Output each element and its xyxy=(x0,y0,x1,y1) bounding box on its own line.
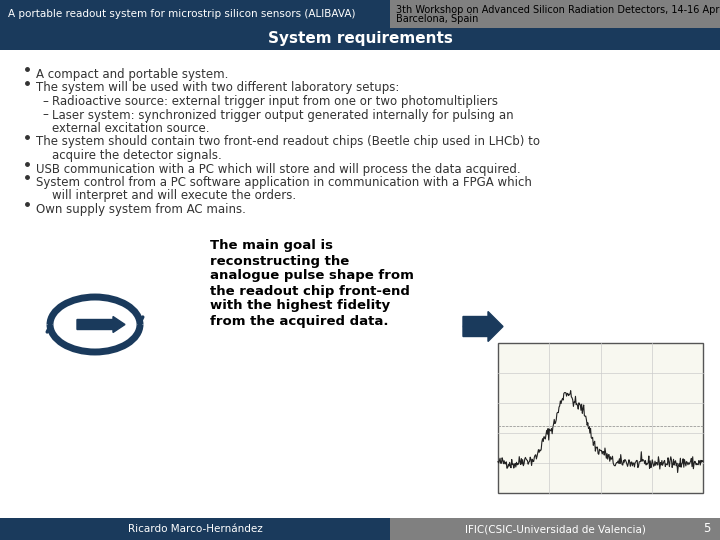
Text: USB communication with a PC which will store and will process the data acquired.: USB communication with a PC which will s… xyxy=(36,163,521,176)
Bar xyxy=(390,0,720,28)
Text: Laser system: synchronized trigger output generated internally for pulsing an: Laser system: synchronized trigger outpu… xyxy=(52,109,513,122)
Text: –: – xyxy=(42,109,48,122)
Text: will interpret and will execute the orders.: will interpret and will execute the orde… xyxy=(52,190,296,202)
Text: The system should contain two front-end readout chips (Beetle chip used in LHCb): The system should contain two front-end … xyxy=(36,136,540,148)
Text: A compact and portable system.: A compact and portable system. xyxy=(36,68,228,81)
Text: Radioactive source: external trigger input from one or two photomultipliers: Radioactive source: external trigger inp… xyxy=(52,95,498,108)
Text: System requirements: System requirements xyxy=(268,31,452,46)
Text: Barcelona, Spain: Barcelona, Spain xyxy=(396,14,478,24)
Bar xyxy=(498,343,703,493)
Text: –: – xyxy=(42,95,48,108)
Text: external excitation source.: external excitation source. xyxy=(52,122,210,135)
Text: The main goal is
reconstructing the
analogue pulse shape from
the readout chip f: The main goal is reconstructing the anal… xyxy=(210,240,414,327)
Text: System control from a PC software application in communication with a FPGA which: System control from a PC software applic… xyxy=(36,176,532,189)
Text: Own supply system from AC mains.: Own supply system from AC mains. xyxy=(36,203,246,216)
Bar xyxy=(0,0,390,28)
Text: 5: 5 xyxy=(703,523,710,536)
Text: The system will be used with two different laboratory setups:: The system will be used with two differe… xyxy=(36,82,400,94)
Text: acquire the detector signals.: acquire the detector signals. xyxy=(52,149,222,162)
FancyArrow shape xyxy=(463,312,503,341)
Text: IFIC(CSIC-Universidad de Valencia): IFIC(CSIC-Universidad de Valencia) xyxy=(464,524,645,534)
FancyArrow shape xyxy=(77,316,125,333)
Text: 3th Workshop on Advanced Silicon Radiation Detectors, 14-16 April,: 3th Workshop on Advanced Silicon Radiati… xyxy=(396,5,720,15)
Bar xyxy=(390,518,720,540)
Text: A portable readout system for microstrip silicon sensors (ALIBAVA): A portable readout system for microstrip… xyxy=(8,9,356,19)
Text: Ricardo Marco-Hernández: Ricardo Marco-Hernández xyxy=(127,524,262,534)
Bar xyxy=(0,28,720,50)
Bar xyxy=(0,518,390,540)
